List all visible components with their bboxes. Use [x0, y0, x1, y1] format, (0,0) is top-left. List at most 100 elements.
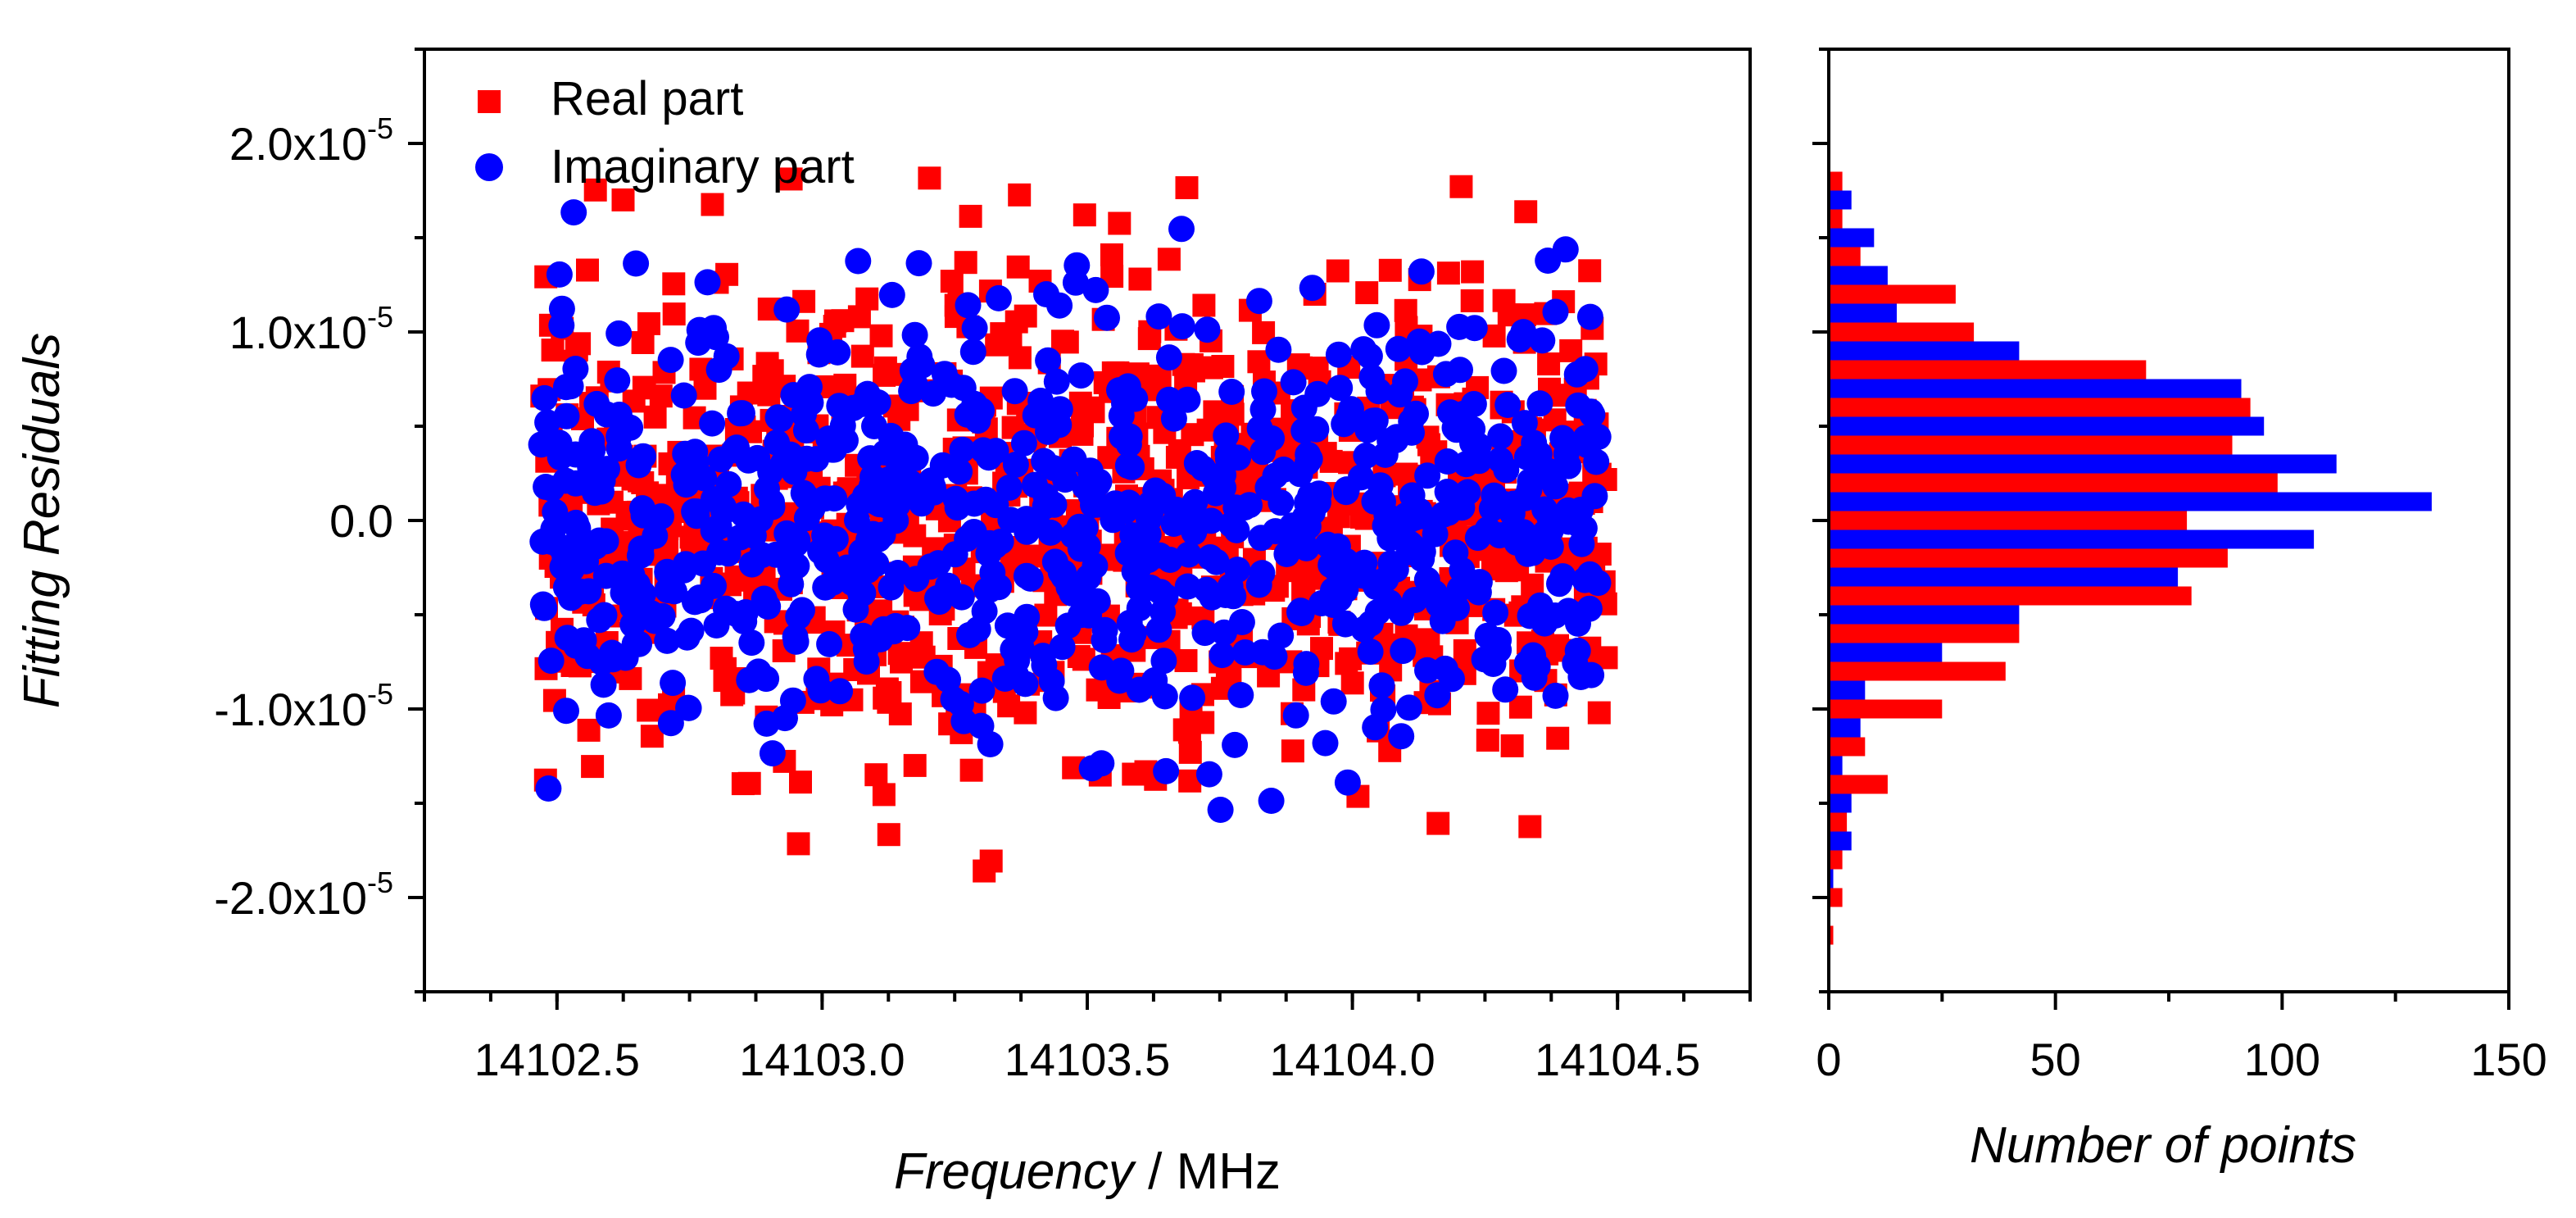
data-point	[873, 686, 896, 710]
data-point	[672, 440, 699, 467]
data-point	[690, 550, 717, 577]
data-point	[1542, 298, 1569, 325]
data-point	[1579, 401, 1606, 428]
data-point	[1322, 576, 1349, 603]
data-point	[1331, 610, 1358, 637]
data-point	[982, 438, 1009, 465]
data-point	[1115, 431, 1142, 458]
data-point	[954, 401, 981, 428]
data-point	[642, 607, 669, 634]
data-point	[1444, 594, 1470, 621]
data-point	[1388, 723, 1415, 750]
data-point	[1017, 565, 1044, 592]
data-point	[1077, 457, 1104, 484]
histogram-bar	[1829, 699, 1943, 719]
histogram-bar	[1829, 548, 2228, 568]
data-point	[1546, 726, 1570, 750]
data-point	[552, 467, 579, 494]
data-point	[1145, 303, 1172, 330]
legend-marker-real-part	[478, 90, 501, 113]
data-point	[1249, 560, 1276, 587]
data-point	[1261, 643, 1288, 670]
data-point	[1526, 441, 1553, 468]
data-point	[1537, 352, 1561, 375]
histogram-panel: 0 50 100 150 Number of points	[1812, 48, 2547, 1174]
data-point	[1049, 634, 1076, 661]
data-point	[918, 166, 941, 190]
data-point	[714, 657, 737, 680]
data-point	[683, 498, 710, 525]
data-point	[961, 315, 988, 342]
data-point	[1174, 386, 1201, 413]
data-point	[959, 758, 983, 782]
data-point	[884, 560, 911, 586]
data-point	[1464, 525, 1491, 552]
data-point	[1482, 599, 1509, 626]
data-point	[642, 522, 669, 549]
data-point	[1191, 620, 1218, 647]
data-point	[701, 193, 724, 216]
data-point	[1279, 512, 1306, 539]
histogram-bar	[1829, 661, 2006, 681]
histogram-bar	[1829, 605, 2020, 625]
data-point	[1494, 392, 1522, 418]
data-point	[1355, 281, 1379, 305]
data-point	[1192, 293, 1216, 317]
histogram-bar	[1829, 812, 1848, 832]
data-point	[1568, 530, 1595, 557]
data-point	[877, 823, 900, 847]
data-point	[1218, 379, 1245, 405]
data-point	[1245, 288, 1272, 315]
data-point	[1094, 304, 1120, 331]
data-point	[1190, 455, 1217, 482]
data-point	[1157, 248, 1181, 271]
data-point	[748, 542, 775, 569]
data-point	[1231, 639, 1259, 666]
histogram-bar	[1829, 190, 1852, 210]
data-point	[815, 425, 842, 452]
data-point	[1426, 811, 1450, 835]
data-point	[1526, 390, 1553, 417]
data-point	[721, 437, 748, 464]
data-point	[1168, 313, 1195, 340]
histogram-bar	[1829, 624, 2020, 643]
data-point	[1176, 510, 1203, 537]
data-point	[1357, 639, 1384, 666]
data-point	[1210, 461, 1237, 489]
histogram-bar	[1829, 831, 1852, 851]
data-point	[623, 250, 650, 277]
data-point	[949, 436, 976, 463]
data-point	[1222, 731, 1249, 758]
data-point	[1494, 559, 1518, 583]
data-point	[924, 584, 950, 611]
data-point	[753, 666, 780, 693]
data-point	[887, 642, 911, 666]
data-point	[846, 491, 873, 518]
data-point	[1546, 570, 1572, 598]
data-point	[968, 712, 995, 739]
data-point	[662, 302, 686, 326]
histogram-bar	[1829, 360, 2147, 379]
data-point	[1091, 627, 1118, 653]
data-point	[1248, 525, 1275, 552]
data-point	[593, 401, 620, 428]
data-point	[1476, 702, 1500, 725]
data-point	[1362, 407, 1389, 434]
data-point	[1290, 394, 1317, 421]
data-point	[1574, 432, 1601, 459]
data-point	[660, 670, 687, 697]
data-point	[1487, 447, 1514, 474]
data-point	[630, 502, 657, 529]
histogram-bar	[1829, 869, 1834, 889]
data-point	[793, 445, 820, 472]
data-point	[1046, 292, 1073, 319]
data-point	[1126, 575, 1152, 602]
data-point	[784, 527, 811, 554]
data-point	[1434, 448, 1461, 475]
data-point	[822, 525, 849, 552]
data-point	[1214, 441, 1241, 468]
data-point	[1390, 638, 1417, 665]
data-point	[553, 698, 579, 725]
data-point	[1460, 289, 1484, 312]
data-point	[878, 281, 905, 308]
